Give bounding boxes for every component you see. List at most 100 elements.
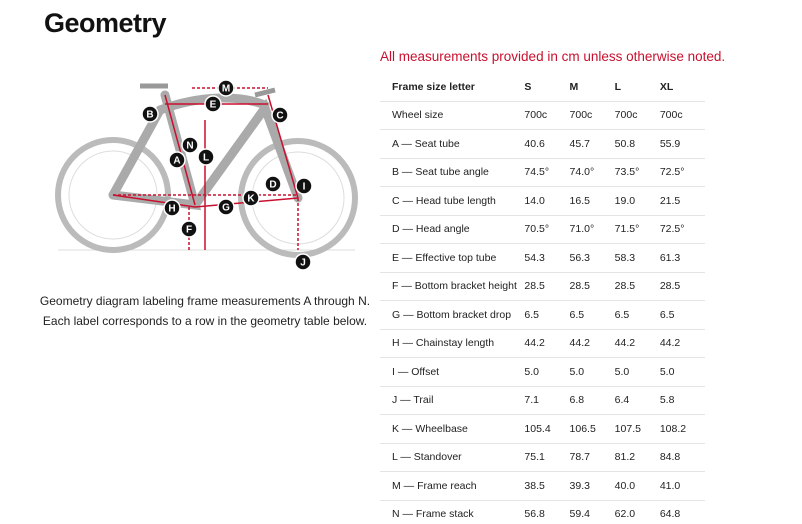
cell: 700c xyxy=(569,101,615,130)
label-badge xyxy=(264,175,282,193)
cell: 5.0 xyxy=(614,357,660,387)
cell: 28.5 xyxy=(614,272,660,301)
table-row: K — Wheelbase 105.4 106.5 107.5 108.2 xyxy=(380,414,705,444)
cell: 38.5 xyxy=(524,471,570,501)
header-row: Frame size letter S M L XL xyxy=(380,73,705,102)
diagram-label: F xyxy=(186,225,192,236)
label-badge xyxy=(217,198,235,216)
table-row: N — Frame stack 56.8 59.4 62.0 64.8 xyxy=(380,500,705,524)
cell: 50.8 xyxy=(614,129,660,159)
diagram-label: I xyxy=(303,182,306,193)
cell: 74.5° xyxy=(524,158,570,187)
label-badge xyxy=(181,136,199,154)
cell: L xyxy=(614,73,660,102)
cell: XL xyxy=(659,73,705,102)
label-badge xyxy=(294,253,312,271)
cell: 72.5° xyxy=(659,158,705,187)
geometry-diagram: ME B C NA L D I H G K F J xyxy=(55,79,358,271)
table-row: B — Seat tube angle 74.5° 74.0° 73.5° 72.5° xyxy=(380,158,705,187)
row-label: L — Standover xyxy=(380,443,525,472)
table-row: M — Frame reach 38.5 39.3 40.0 41.0 xyxy=(380,471,705,501)
label-badge xyxy=(180,220,198,238)
row-label: H — Chainstay length xyxy=(380,329,525,358)
label-badge xyxy=(271,106,289,124)
cell: S xyxy=(524,73,570,102)
cell: 75.1 xyxy=(524,443,570,472)
diagram-label: J xyxy=(300,258,306,269)
cell: 5.8 xyxy=(659,386,705,415)
diagram-label: M xyxy=(222,84,230,95)
cell: 7.1 xyxy=(524,386,570,415)
cell: 44.2 xyxy=(614,329,660,358)
diagram-label: H xyxy=(168,204,175,215)
diagram-label: G xyxy=(222,203,230,214)
cell: 44.2 xyxy=(659,329,705,358)
label-badge xyxy=(242,189,260,207)
row-label: F — Bottom bracket height xyxy=(380,272,525,301)
cell: 16.5 xyxy=(569,186,615,216)
caption-line: Each label corresponds to a row in the g… xyxy=(42,314,368,328)
cell: 106.5 xyxy=(569,414,615,444)
cell: 56.3 xyxy=(569,243,615,273)
cell: 6.5 xyxy=(614,300,660,330)
label-badge xyxy=(217,79,235,97)
diagram-label: N xyxy=(186,141,193,152)
label-badge xyxy=(168,151,186,169)
cell: 71.0° xyxy=(569,215,615,244)
diagram-caption: Geometry diagram labeling frame measurem… xyxy=(30,291,380,331)
cell: 44.2 xyxy=(569,329,615,358)
cell: 40.0 xyxy=(614,471,660,501)
table-row: I — Offset 5.0 5.0 5.0 5.0 xyxy=(380,357,705,387)
diagram-label: L xyxy=(203,153,209,164)
cell: 45.7 xyxy=(569,129,615,159)
cell: 40.6 xyxy=(524,129,570,159)
cell: 107.5 xyxy=(614,414,660,444)
cell: 44.2 xyxy=(524,329,570,358)
cell: 6.5 xyxy=(569,300,615,330)
cell: 81.2 xyxy=(614,443,660,472)
cell: 6.5 xyxy=(524,300,570,330)
cell: 74.0° xyxy=(569,158,615,187)
cell: 105.4 xyxy=(524,414,570,444)
cell: M xyxy=(569,73,615,102)
diagram-label: A xyxy=(173,156,180,167)
geometry-table: Frame size letter S M L XL Wheel size 700c 700c… xyxy=(380,73,705,524)
row-label: K — Wheelbase xyxy=(380,414,525,444)
row-label: N — Frame stack xyxy=(380,500,525,524)
table-row: J — Trail 7.1 6.8 6.4 5.8 xyxy=(380,386,705,415)
cell: 71.5° xyxy=(614,215,660,244)
cell: 78.7 xyxy=(569,443,615,472)
cell: 6.8 xyxy=(569,386,615,415)
row-label: Frame size letter xyxy=(380,73,525,102)
cell: 61.3 xyxy=(659,243,705,273)
row-label: C — Head tube length xyxy=(380,186,525,216)
cell: 108.2 xyxy=(659,414,705,444)
cell: 28.5 xyxy=(524,272,570,301)
table-row: F — Bottom bracket height 28.5 28.5 28.5 28.… xyxy=(380,272,705,301)
row-label: D — Head angle xyxy=(380,215,525,244)
cell: 64.8 xyxy=(659,500,705,524)
table-row: E — Effective top tube 54.3 56.3 58.3 61.3 xyxy=(380,243,705,273)
diagram-label: B xyxy=(146,110,153,121)
table-row: Wheel size 700c 700c 700c 700c xyxy=(380,101,705,130)
label-badge xyxy=(197,148,215,166)
cell: 700c xyxy=(524,101,570,130)
table-row: G — Bottom bracket drop 6.5 6.5 6.5 6.5 xyxy=(380,300,705,330)
row-label: A — Seat tube xyxy=(380,129,525,159)
table-row: L — Standover 75.1 78.7 81.2 84.8 xyxy=(380,443,705,472)
diagram-label: C xyxy=(276,111,283,122)
cell: 14.0 xyxy=(524,186,570,216)
cell: 58.3 xyxy=(614,243,660,273)
cell: 62.0 xyxy=(614,500,660,524)
row-label: B — Seat tube angle xyxy=(380,158,525,187)
label-badge xyxy=(295,177,313,195)
row-label: Wheel size xyxy=(380,101,525,130)
row-label: G — Bottom bracket drop xyxy=(380,300,525,330)
cell: 72.5° xyxy=(659,215,705,244)
label-badge xyxy=(141,105,159,123)
cell: 28.5 xyxy=(659,272,705,301)
cell: 700c xyxy=(614,101,660,130)
cell: 84.8 xyxy=(659,443,705,472)
cell: 6.5 xyxy=(659,300,705,330)
